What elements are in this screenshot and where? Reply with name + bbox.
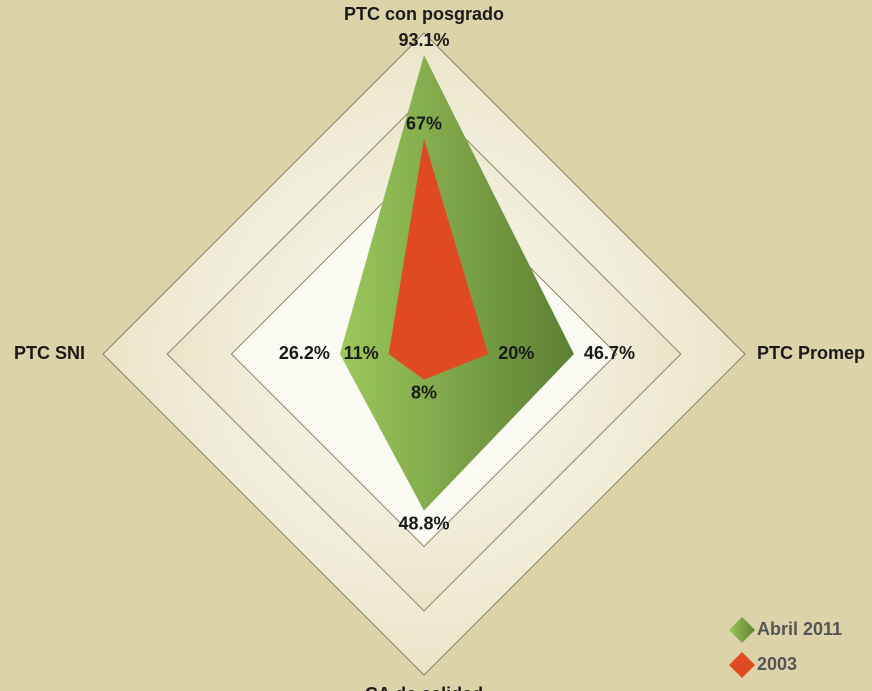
axis-label: PTC con posgrado	[344, 4, 504, 24]
legend-marker	[729, 652, 755, 678]
data-label: 26.2%	[279, 343, 330, 363]
data-label: 8%	[411, 382, 437, 402]
axis-label: PTC SNI	[14, 343, 85, 363]
legend-label: 2003	[757, 654, 797, 674]
axis-label: CA de calidad	[365, 684, 483, 691]
radar-area	[388, 138, 489, 380]
data-label: 48.8%	[398, 513, 449, 533]
data-label: 20%	[498, 343, 534, 363]
data-label: 11%	[344, 343, 379, 363]
axis-label: PTC Promep	[757, 343, 865, 363]
data-label: 93.1%	[398, 30, 449, 50]
data-label: 46.7%	[584, 343, 635, 363]
legend-marker	[729, 617, 755, 643]
data-label: 67%	[406, 114, 442, 134]
legend-label: Abril 2011	[757, 619, 842, 639]
